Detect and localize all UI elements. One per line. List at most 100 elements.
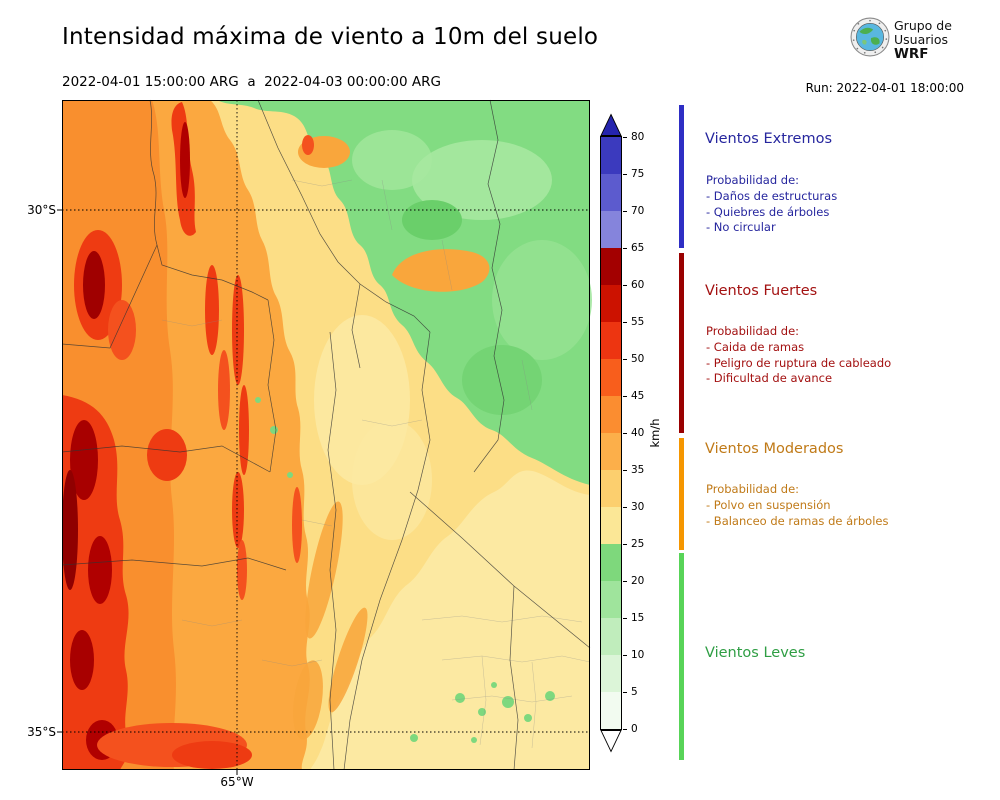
axis-ticks [57,209,238,775]
legend-item: - Balanceo de ramas de árboles [706,513,889,528]
legend-item: - No circular [706,220,776,235]
colorbar-tick: 80 [623,129,644,145]
legend-bar-extremos [679,105,684,248]
colorbar-unit-label: km/h [648,418,662,448]
tick-label: 25 [631,538,645,550]
tick-mark [623,247,627,249]
colorbar-tick: 50 [623,351,644,367]
tick-label: 80 [631,131,645,143]
tick-label: 35 [631,464,645,476]
prob-label: Probabilidad de: [706,173,800,187]
map-canvas [57,99,592,775]
legend-bar-leves [679,553,684,760]
colorbar-tick: 0 [623,721,638,737]
colorbar-tick: 20 [623,573,644,589]
tick-mark [623,691,627,693]
legend-items-fuertes: Probabilidad de: - Caida de ramas - Peli… [706,324,891,387]
colorbar-over-arrow-shape [600,113,622,136]
colorbar-segment [601,581,621,618]
colorbar-ticks: 0 5 10 15 20 25 30 35 40 45 50 55 60 65 70 75 80 [623,131,669,735]
legend-bar-fuertes [679,253,684,433]
tick-mark [623,580,627,582]
colorbar-segment [601,359,621,396]
tick-label: 15 [631,612,645,624]
colorbar-tick: 75 [623,166,644,182]
tick-mark [623,506,627,508]
tick-mark [623,358,627,360]
colorbar-tick: 35 [623,462,644,478]
colorbar-segments [600,136,622,730]
map-frame [62,100,590,770]
lat-label-35s: 35°S [27,725,56,739]
legend-title-vientos-extremos: Vientos Extremos [705,131,833,147]
tick-mark [623,210,627,212]
tick-label: 30 [631,501,645,513]
lat-label-30s: 30°S [27,203,56,217]
colorbar-under-arrow [600,730,622,753]
colorbar-segment [601,137,621,174]
tick-label: 10 [631,649,645,661]
tick-mark [623,321,627,323]
colorbar-tick: 10 [623,647,644,663]
legend-item: - Caida de ramas [706,339,805,354]
wind-field [62,100,592,770]
colorbar-segment [601,248,621,285]
page-title: Intensidad máxima de viento a 10m del su… [62,24,599,50]
tick-label: 75 [631,168,645,180]
tick-mark [623,284,627,286]
colorbar-segment [601,322,621,359]
colorbar-tick: 55 [623,314,644,330]
tick-mark [623,654,627,656]
wind-intensity-map [57,99,592,775]
colorbar-segment [601,433,621,470]
colorbar-segment [601,285,621,322]
prob-label: Probabilidad de: [706,324,800,338]
tick-label: 65 [631,242,645,254]
wrf-globe-icon [850,17,890,57]
colorbar-tick: 60 [623,277,644,293]
tick-mark [623,173,627,175]
colorbar-segment [601,618,621,655]
colorbar-segment [601,692,621,729]
tick-mark [623,543,627,545]
colorbar-tick: 45 [623,388,644,404]
colorbar-tick: 5 [623,684,638,700]
tick-label: 70 [631,205,645,217]
colorbar-segment [601,507,621,544]
wrf-logo-text: Grupo de Usuarios WRF [894,19,952,62]
colorbar-segment [601,655,621,692]
tick-label: 60 [631,279,645,291]
colorbar-tick: 25 [623,536,644,552]
colorbar-segment [601,470,621,507]
colorbar-tick: 15 [623,610,644,626]
logo-line-wrf: WRF [894,46,929,62]
legend-item: - Quiebres de árboles [706,204,830,219]
colorbar-segment [601,174,621,211]
forecast-period: 2022-04-01 15:00:00 ARG a 2022-04-03 00:… [62,74,441,90]
legend-item: - Peligro de ruptura de cableado [706,355,892,370]
tick-mark [623,136,627,138]
model-run-label: Run: 2022-04-01 18:00:00 [805,81,964,95]
tick-label: 5 [631,686,638,698]
tick-mark [623,617,627,619]
colorbar-tick: 30 [623,499,644,515]
legend-item: - Polvo en suspensión [706,497,831,512]
legend-items-moderados: Probabilidad de: - Polvo en suspensión -… [706,482,888,529]
colorbar-segment [601,396,621,433]
legend-title-vientos-leves: Vientos Leves [705,645,806,661]
legend-items-extremos: Probabilidad de: - Daños de estructuras … [706,173,837,236]
legend-bar-moderados [679,438,684,550]
colorbar-tick: 70 [623,203,644,219]
tick-label: 20 [631,575,645,587]
lon-label-65w: 65°W [220,775,254,789]
tick-mark [623,469,627,471]
tick-mark [623,432,627,434]
colorbar-tick: 65 [623,240,644,256]
logo-line-2: Usuarios [894,32,949,47]
tick-label: 45 [631,390,645,402]
colorbar-over-arrow [600,113,622,136]
tick-label: 55 [631,316,645,328]
tick-label: 0 [631,723,638,735]
tick-label: 40 [631,427,645,439]
